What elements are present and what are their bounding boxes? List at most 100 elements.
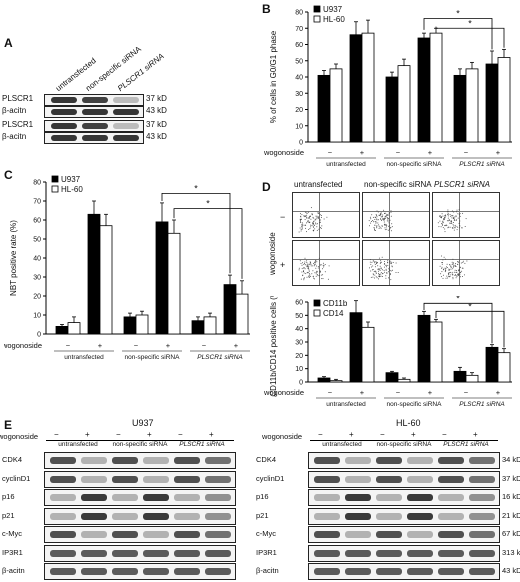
flow-event (384, 227, 386, 229)
bar-cd14 (397, 378, 411, 383)
legend-swatch (313, 5, 321, 13)
panel-c-label: C (4, 168, 13, 182)
flow-event (392, 269, 393, 271)
blot-protein-label: CDK4 (256, 455, 277, 464)
blot-band (50, 549, 76, 557)
flow-event (455, 263, 457, 264)
flow-event (380, 262, 381, 264)
blot-size-label: 37 kD (146, 120, 167, 129)
flow-event (319, 271, 321, 272)
blot-size-label: 43 kD (146, 132, 167, 141)
flow-event (448, 274, 449, 276)
flow-event (380, 267, 382, 269)
flow-event (442, 215, 444, 217)
flow-event (448, 219, 450, 221)
blot-band (469, 568, 495, 575)
flow-event (458, 227, 460, 229)
group-label: untransfected (326, 161, 366, 168)
blot-protein-label: β-acitn (2, 132, 27, 141)
blot-protein-label: c-Myc (2, 529, 22, 538)
flow-event (388, 212, 390, 214)
flow-event (376, 219, 378, 221)
flow-event (459, 276, 461, 278)
group-label: PLSCR1 siRNA (197, 354, 243, 361)
blot-protein-label: PLSCR1 (2, 120, 34, 129)
flow-event (452, 266, 454, 268)
flow-event (439, 215, 440, 217)
flow-event (315, 273, 317, 275)
blot-band (112, 475, 138, 483)
legend-swatch (313, 309, 321, 317)
flow-event (380, 261, 382, 263)
flow-event (369, 261, 371, 263)
flow-event (299, 213, 301, 215)
blot-title: HL-60 (396, 418, 421, 428)
treatment-sign: − (442, 430, 447, 439)
flow-event (378, 257, 380, 259)
flow-event (442, 227, 444, 229)
y-axis-label: CD11b/CD14 positive cells (%) (269, 296, 278, 397)
blot-band (205, 494, 231, 501)
flow-event (371, 266, 372, 268)
flow-event (376, 216, 378, 218)
treatment-sign: + (496, 148, 501, 157)
panel-b-chart: 0 10 20 30 40 50 60 70 80 % of cells in G0/G1 pha… (263, 5, 512, 168)
flow-event (315, 222, 317, 224)
treatment-sign: − (54, 430, 59, 439)
flow-event (308, 211, 310, 213)
flow-dots (298, 257, 330, 281)
flow-event (384, 224, 386, 226)
flow-event (311, 214, 313, 216)
blot-band (438, 475, 464, 483)
flow-event (298, 267, 300, 269)
flow-event (457, 217, 459, 219)
flow-event (316, 261, 318, 263)
group-label: PLSCR1 siRNA (434, 440, 498, 448)
flow-event (300, 215, 301, 217)
flow-event (378, 214, 380, 216)
blot-band (314, 568, 340, 575)
flow-event (324, 271, 326, 273)
blot-band (205, 475, 231, 483)
blot-band (113, 109, 139, 115)
flow-event (305, 224, 306, 226)
flow-event (315, 271, 317, 273)
blot-protein-label: cyclinD1 (256, 473, 285, 483)
flow-event (304, 268, 306, 270)
legend-swatch (51, 175, 59, 183)
blot-strip (308, 470, 500, 488)
treatment-label: wogonoside (263, 388, 304, 397)
legend-swatch (51, 185, 59, 193)
flow-event (451, 222, 453, 224)
flow-event (315, 260, 317, 261)
flow-event (440, 226, 442, 228)
flow-event (445, 215, 447, 217)
flow-event (308, 275, 310, 277)
flow-event (328, 265, 330, 267)
blot-band (143, 549, 169, 557)
blot-band (174, 512, 200, 520)
flow-event (389, 225, 391, 227)
flow-event (311, 213, 313, 215)
flow-event (375, 272, 377, 274)
blot-band (51, 135, 77, 141)
flow-event (318, 217, 320, 219)
flow-event (380, 218, 381, 220)
flow-event (380, 273, 382, 275)
blot-band (376, 512, 402, 520)
blot-strip (44, 120, 144, 132)
blot-band (143, 475, 169, 483)
flow-event (372, 269, 374, 270)
blot-band (50, 494, 76, 501)
blot-band (112, 512, 138, 520)
flow-event (461, 270, 463, 272)
y-tick-label: 10 (295, 366, 303, 373)
flow-event (440, 216, 442, 218)
flow-event (383, 269, 385, 271)
flow-event (303, 279, 305, 281)
flow-event (377, 211, 379, 213)
flow-event (384, 217, 386, 219)
flow-event (370, 218, 372, 220)
flow-event (326, 216, 328, 218)
bar-cd14 (497, 352, 511, 383)
